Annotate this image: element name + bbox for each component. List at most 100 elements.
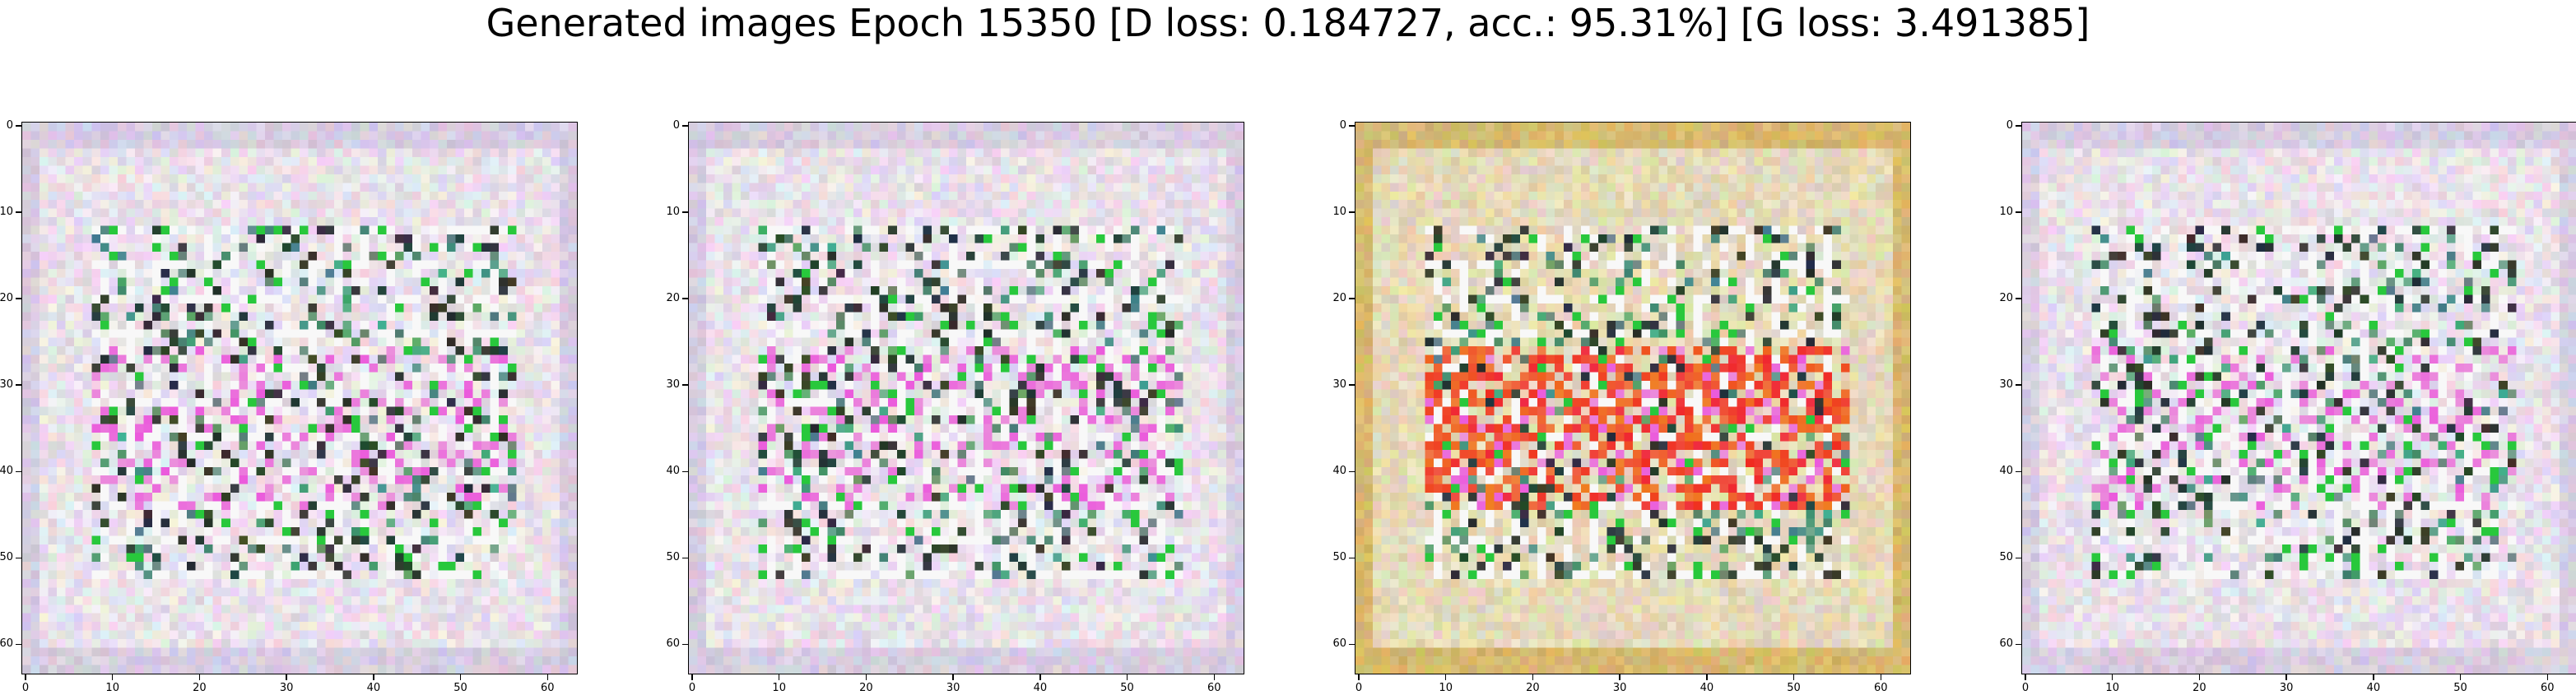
x-tick-label: 10 bbox=[1439, 682, 1453, 694]
y-tick-label: 10 bbox=[1332, 206, 1346, 219]
x-tick-mark bbox=[373, 674, 374, 680]
y-tick-mark bbox=[1349, 384, 1355, 386]
y-tick-mark bbox=[1349, 643, 1355, 646]
y-tick-mark bbox=[16, 211, 21, 213]
x-tick-mark bbox=[25, 674, 26, 680]
y-tick-label: 0 bbox=[6, 119, 13, 132]
x-tick-mark bbox=[1793, 674, 1795, 680]
x-tick-label: 20 bbox=[193, 682, 207, 694]
y-tick-mark bbox=[16, 125, 21, 127]
y-tick-mark bbox=[1349, 557, 1355, 559]
y-tick-label: 40 bbox=[1999, 465, 2013, 478]
y-tick-label: 20 bbox=[666, 292, 680, 305]
x-tick-label: 60 bbox=[2541, 682, 2555, 694]
y-tick-mark bbox=[2016, 470, 2021, 473]
y-tick-mark bbox=[2016, 384, 2021, 386]
x-tick-label: 50 bbox=[1787, 682, 1801, 694]
x-tick-mark bbox=[1358, 674, 1360, 680]
y-tick-mark bbox=[2016, 557, 2021, 559]
y-tick-mark bbox=[682, 470, 688, 473]
x-tick-label: 30 bbox=[946, 682, 960, 694]
y-tick-label: 50 bbox=[0, 551, 13, 564]
x-tick-label: 20 bbox=[1526, 682, 1540, 694]
x-tick-label: 40 bbox=[2366, 682, 2381, 694]
y-tick-label: 0 bbox=[1339, 119, 1346, 132]
generated-image bbox=[689, 123, 1244, 674]
y-tick-mark bbox=[16, 298, 21, 299]
y-tick-label: 20 bbox=[0, 292, 13, 305]
x-tick-label: 60 bbox=[1874, 682, 1888, 694]
x-tick-mark bbox=[2111, 674, 2113, 680]
x-tick-label: 0 bbox=[1355, 682, 1363, 694]
y-tick-mark bbox=[682, 125, 688, 127]
y-tick-mark bbox=[682, 557, 688, 559]
x-tick-label: 40 bbox=[366, 682, 381, 694]
x-tick-label: 30 bbox=[1612, 682, 1627, 694]
y-tick-mark bbox=[1349, 125, 1355, 127]
y-tick-label: 20 bbox=[1999, 292, 2013, 305]
y-tick-mark bbox=[1349, 298, 1355, 299]
x-tick-label: 50 bbox=[453, 682, 467, 694]
subplot-1 bbox=[21, 122, 578, 674]
y-tick-label: 60 bbox=[0, 637, 13, 651]
subplot-4 bbox=[2021, 122, 2576, 674]
x-tick-label: 10 bbox=[105, 682, 119, 694]
y-tick-mark bbox=[2016, 298, 2021, 299]
y-tick-mark bbox=[2016, 643, 2021, 646]
x-tick-mark bbox=[546, 674, 549, 680]
y-tick-label: 40 bbox=[666, 465, 680, 478]
y-tick-label: 50 bbox=[666, 551, 680, 564]
x-tick-mark bbox=[459, 674, 462, 680]
x-tick-label: 20 bbox=[2192, 682, 2206, 694]
y-tick-label: 60 bbox=[666, 637, 680, 651]
x-tick-mark bbox=[1213, 674, 1216, 680]
y-tick-mark bbox=[682, 298, 688, 299]
x-tick-mark bbox=[2025, 674, 2026, 680]
x-tick-mark bbox=[865, 674, 867, 680]
x-tick-label: 60 bbox=[1207, 682, 1221, 694]
x-tick-label: 40 bbox=[1700, 682, 1714, 694]
y-tick-label: 50 bbox=[1999, 551, 2013, 564]
y-tick-label: 40 bbox=[1332, 465, 1346, 478]
generated-image bbox=[22, 123, 577, 674]
y-tick-label: 60 bbox=[1332, 637, 1346, 651]
x-tick-label: 50 bbox=[1120, 682, 1134, 694]
x-tick-label: 30 bbox=[279, 682, 294, 694]
x-tick-label: 20 bbox=[859, 682, 873, 694]
x-tick-label: 50 bbox=[2453, 682, 2467, 694]
y-tick-label: 40 bbox=[0, 465, 13, 478]
y-tick-mark bbox=[682, 643, 688, 646]
x-tick-mark bbox=[778, 674, 780, 680]
x-tick-mark bbox=[1039, 674, 1041, 680]
x-tick-mark bbox=[286, 674, 287, 680]
x-tick-mark bbox=[2198, 674, 2201, 680]
x-tick-mark bbox=[1706, 674, 1708, 680]
y-tick-label: 10 bbox=[1999, 206, 2013, 219]
generated-image bbox=[1355, 123, 1910, 674]
y-tick-mark bbox=[682, 384, 688, 386]
y-tick-label: 10 bbox=[0, 206, 13, 219]
y-tick-mark bbox=[2016, 211, 2021, 213]
y-tick-label: 60 bbox=[1999, 637, 2013, 651]
y-tick-label: 0 bbox=[672, 119, 680, 132]
x-tick-mark bbox=[111, 674, 114, 680]
x-tick-mark bbox=[691, 674, 693, 680]
x-tick-mark bbox=[1444, 674, 1447, 680]
generated-image bbox=[2022, 123, 2576, 674]
y-tick-label: 10 bbox=[666, 206, 680, 219]
x-tick-mark bbox=[1619, 674, 1620, 680]
y-tick-label: 30 bbox=[666, 378, 680, 392]
y-tick-mark bbox=[1349, 470, 1355, 473]
y-tick-mark bbox=[2016, 125, 2021, 127]
y-tick-mark bbox=[16, 643, 21, 646]
x-tick-mark bbox=[1532, 674, 1534, 680]
subplot-3 bbox=[1355, 122, 1911, 674]
y-tick-mark bbox=[1349, 211, 1355, 213]
y-tick-label: 20 bbox=[1332, 292, 1346, 305]
figure-title: Generated images Epoch 15350 [D loss: 0.… bbox=[486, 1, 2090, 45]
y-tick-mark bbox=[682, 211, 688, 213]
y-tick-label: 50 bbox=[1332, 551, 1346, 564]
x-tick-label: 0 bbox=[688, 682, 696, 694]
y-tick-mark bbox=[16, 557, 21, 559]
x-tick-label: 30 bbox=[2279, 682, 2294, 694]
